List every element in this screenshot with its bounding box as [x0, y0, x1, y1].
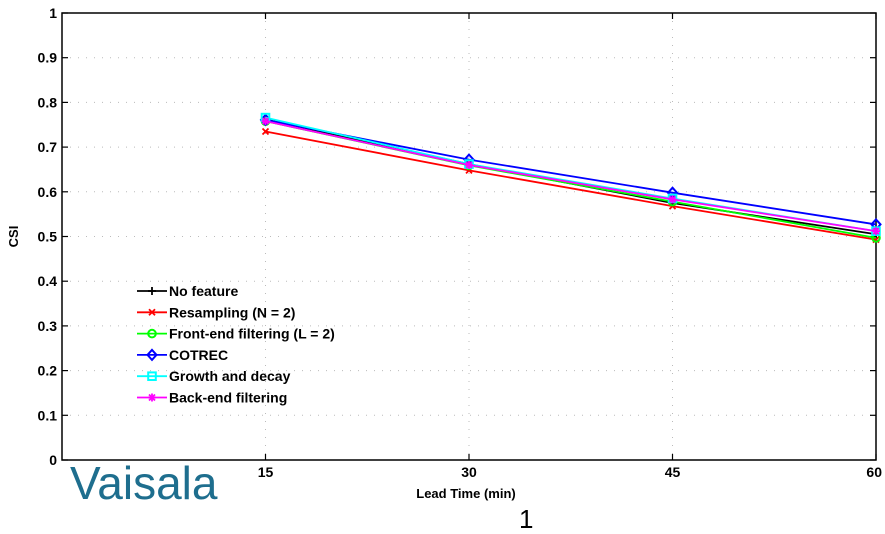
legend-entry: Resampling (N = 2)	[137, 304, 295, 320]
series-line	[265, 130, 877, 241]
y-tick-label: 1	[49, 5, 57, 21]
legend-marker	[148, 287, 156, 295]
legend-label: No feature	[169, 283, 238, 299]
series-line	[265, 116, 877, 233]
page-number: 1	[519, 504, 534, 534]
y-tick-label: 0.3	[38, 318, 58, 334]
x-tick-label: 45	[665, 464, 681, 480]
vaisala-logo-text: Vaisala	[70, 457, 218, 509]
y-tick-label: 0.7	[38, 139, 58, 155]
legend-label: Front-end filtering (L = 2)	[169, 326, 335, 342]
y-tick-label: 0.5	[38, 229, 58, 245]
series-line	[265, 120, 877, 233]
series-1	[261, 127, 880, 244]
legend-label: Growth and decay	[169, 368, 291, 384]
legend-entry: COTREC	[137, 347, 228, 363]
legend-marker	[148, 393, 156, 402]
x-axis-label: Lead Time (min)	[416, 486, 515, 501]
legend-label: Resampling (N = 2)	[169, 304, 295, 320]
series-line	[265, 118, 877, 226]
y-tick-label: 0	[49, 452, 57, 468]
legend-entry: Growth and decay	[137, 368, 291, 384]
y-tick-label: 0.8	[38, 94, 58, 110]
series-2	[260, 116, 881, 243]
legend-entry: No feature	[137, 283, 238, 299]
y-tick-label: 0.9	[38, 50, 58, 66]
y-tick-label: 0.1	[38, 407, 58, 423]
series-5	[261, 117, 880, 236]
series-layer	[259, 112, 882, 244]
legend-label: Back-end filtering	[169, 390, 287, 406]
series-3	[259, 113, 882, 231]
x-tick-label: 15	[258, 464, 274, 480]
data-point	[872, 227, 880, 236]
x-tick-label: 30	[461, 464, 477, 480]
y-tick-label: 0.6	[38, 184, 58, 200]
legend-entry: Back-end filtering	[137, 390, 287, 406]
data-point	[668, 195, 677, 204]
legend: No feature Resampling (N = 2) Front-end fi…	[137, 283, 335, 406]
legend-marker	[148, 308, 156, 316]
data-point	[261, 127, 270, 136]
legend-marker	[146, 348, 158, 362]
data-point	[465, 160, 473, 169]
data-point	[261, 117, 270, 126]
y-tick-label: 0.4	[38, 273, 58, 289]
legend-label: COTREC	[169, 347, 228, 363]
x-tick-label: 60	[866, 464, 882, 480]
legend-marker	[147, 371, 157, 381]
legend-marker	[147, 328, 157, 339]
y-axis-label: CSI	[6, 226, 21, 248]
axis-ticks: 0 0.1 0.2 0.3 0.4 0.5 0.6 0.7 0.8 0.9 1 15 30 45 60	[38, 5, 883, 480]
y-tick-label: 0.2	[38, 363, 58, 379]
legend-entry: Front-end filtering (L = 2)	[137, 326, 335, 342]
